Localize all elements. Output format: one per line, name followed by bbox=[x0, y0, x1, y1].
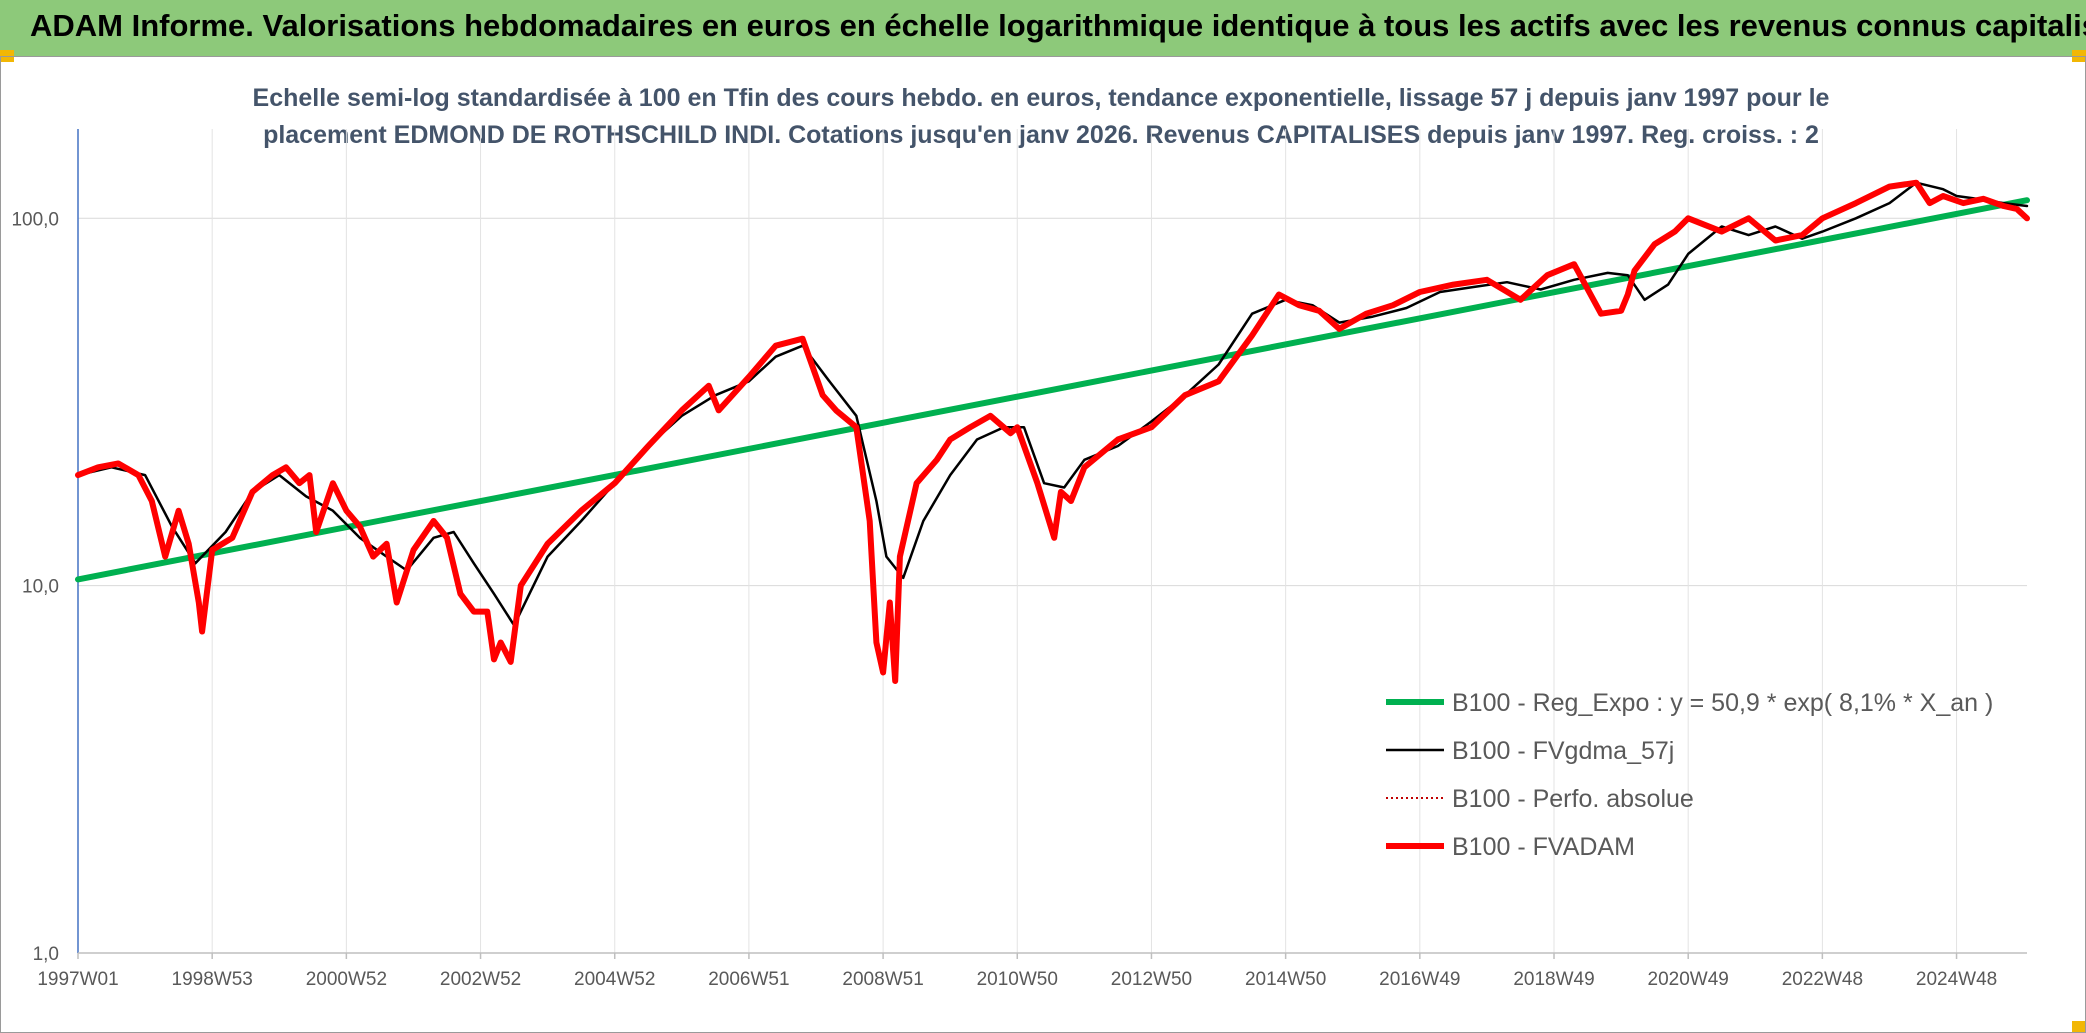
x-tick-label: 2020W49 bbox=[1648, 969, 1729, 990]
axis-layer: 100,0 10,0 1,0 1997W01 1998W53 2000W52 2002W52… bbox=[11, 129, 2027, 990]
page-title: ADAM Informe. Valorisations hebdomadaire… bbox=[30, 8, 2086, 43]
series-line-0 bbox=[75, 197, 2030, 583]
x-tick-label: 2006W51 bbox=[708, 969, 789, 990]
y-tick-label: 1,0 bbox=[33, 944, 59, 965]
series-layer bbox=[75, 179, 2030, 684]
x-tick-label: 2018W49 bbox=[1513, 969, 1594, 990]
chart-subtitle-line1: Echelle semi-log standardisée à 100 en T… bbox=[253, 84, 1830, 112]
grid-layer bbox=[77, 129, 2027, 954]
legend: B100 - Reg_Expo : y = 50,9 * exp( 8,1% *… bbox=[1386, 689, 1993, 861]
x-tick-label: 2024W48 bbox=[1916, 969, 1997, 990]
x-tick-label: 2010W50 bbox=[977, 969, 1058, 990]
legend-label-2: B100 - Perfo. absolue bbox=[1452, 785, 1694, 813]
legend-label-3: B100 - FVADAM bbox=[1452, 833, 1635, 861]
legend-label-0: B100 - Reg_Expo : y = 50,9 * exp( 8,1% *… bbox=[1452, 689, 1993, 717]
x-tick-label: 2016W49 bbox=[1379, 969, 1460, 990]
x-tick-label: 2004W52 bbox=[574, 969, 655, 990]
corner-marker-bottom-right bbox=[2072, 1021, 2086, 1033]
chart-svg: Echelle semi-log standardisée à 100 en T… bbox=[11, 84, 2030, 990]
series-line-1 bbox=[76, 181, 2029, 627]
x-tick-label: 2012W50 bbox=[1111, 969, 1192, 990]
series-line-3 bbox=[75, 179, 2030, 684]
x-tick-label: 2008W51 bbox=[842, 969, 923, 990]
x-tick-label: 2014W50 bbox=[1245, 969, 1326, 990]
x-tick-label: 2022W48 bbox=[1782, 969, 1863, 990]
y-tick-label: 10,0 bbox=[22, 577, 59, 598]
x-tick-label: 2002W52 bbox=[440, 969, 521, 990]
header-band bbox=[0, 0, 2086, 56]
y-tick-label: 100,0 bbox=[11, 209, 59, 230]
chart-subtitle-line2: placement EDMOND DE ROTHSCHILD INDI. Cot… bbox=[263, 121, 1819, 149]
legend-label-1: B100 - FVgdma_57j bbox=[1452, 737, 1674, 765]
x-tick-label: 1998W53 bbox=[172, 969, 253, 990]
x-tick-label: 2000W52 bbox=[306, 969, 387, 990]
x-tick-label: 1997W01 bbox=[37, 969, 118, 990]
chart-frame: Echelle semi-log standardisée à 100 en T… bbox=[0, 56, 2086, 1033]
